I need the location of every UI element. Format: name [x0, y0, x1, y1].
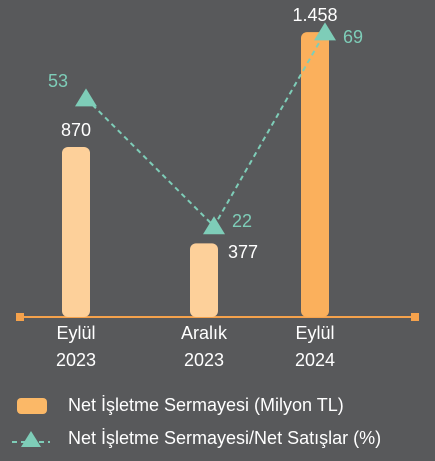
x-axis-end	[16, 313, 24, 321]
legend-label: Net İşletme Sermayesi/Net Satışlar (%)	[68, 428, 381, 448]
x-tick-label: 2023	[184, 350, 224, 370]
legend-swatch	[21, 431, 41, 447]
legend-swatch	[17, 398, 47, 414]
x-tick-label: 2023	[56, 350, 96, 370]
line-marker	[75, 88, 97, 107]
bar-value-label: 377	[228, 242, 258, 262]
bar	[301, 32, 329, 318]
legend-label: Net İşletme Sermayesi (Milyon TL)	[68, 395, 344, 415]
line-value-label: 69	[343, 27, 363, 47]
x-tick-label: Aralık	[181, 323, 228, 343]
x-tick-label: 2024	[295, 350, 335, 370]
x-tick-label: Eylül	[295, 323, 334, 343]
line	[85, 31, 326, 228]
x-axis-end	[411, 313, 419, 321]
x-tick-label: Eylül	[56, 323, 95, 343]
bar	[62, 147, 90, 317]
line-value-label: 22	[232, 211, 252, 231]
bar-value-label: 1.458	[292, 5, 337, 25]
line-value-label: 53	[48, 71, 68, 91]
line-marker	[314, 22, 336, 41]
bar-value-label: 870	[61, 120, 91, 140]
bar	[190, 243, 218, 317]
line-marker	[203, 216, 225, 235]
